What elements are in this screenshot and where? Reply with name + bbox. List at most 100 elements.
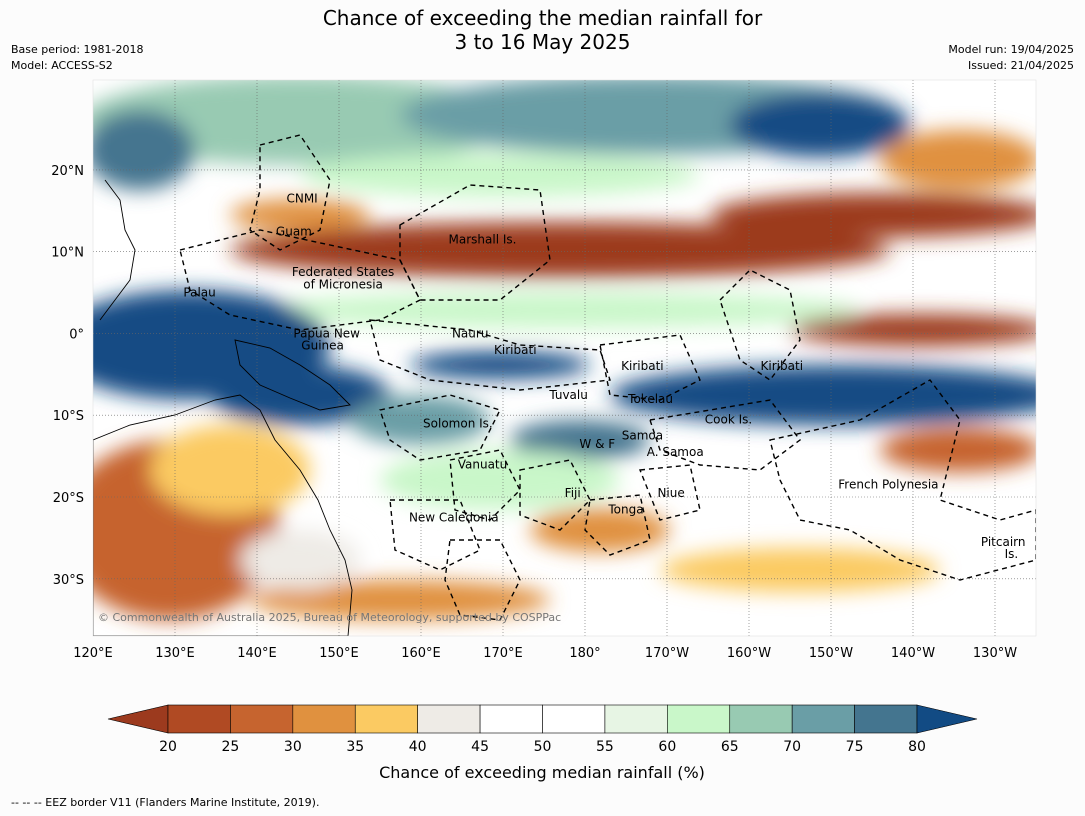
field-north-green: [93, 80, 520, 165]
eez-marshall: [399, 184, 551, 301]
colorbar-tick: 30: [284, 739, 302, 755]
place-label: Niue: [657, 486, 684, 500]
field-northwest-blue: [93, 110, 195, 190]
philippines-coastline: [99, 179, 136, 321]
eez-solomon: [379, 394, 501, 461]
colorbar-tick: 50: [534, 739, 552, 755]
map-title-line2: 3 to 16 May 2025: [454, 30, 631, 54]
lon-label: 160°E: [401, 646, 441, 661]
colorbar-tick: 20: [159, 739, 177, 755]
rainfall-field: [93, 80, 1036, 620]
field-dry-band-west: [230, 199, 370, 231]
field-wet-solomon: [350, 395, 490, 445]
place-label: Pitcairn: [981, 535, 1026, 549]
colorbar-segment: [667, 704, 731, 734]
lat-label: 20°N: [51, 164, 84, 179]
eez-fsm: [179, 229, 421, 331]
field-dry-band-ne: [710, 193, 1036, 237]
eez-cnmi: [249, 134, 331, 251]
eez-french-polynesia: [769, 379, 1036, 581]
colorbar-segment: [230, 704, 294, 734]
field-dry-band-north: [230, 222, 890, 278]
place-label: of Micronesia: [303, 277, 383, 291]
colorbar-extend-high: [916, 704, 978, 734]
place-label: Is.: [1005, 547, 1019, 561]
field-wet-kiribati: [410, 351, 590, 379]
colorbar-segment: [354, 704, 418, 734]
lat-label: 10°N: [51, 246, 84, 261]
map-title-line1: Chance of exceeding the median rainfall …: [322, 6, 763, 30]
eez-borders: [179, 134, 1036, 621]
lon-label: 140°E: [237, 646, 277, 661]
colorbar-segment: [479, 704, 543, 734]
colorbar-tick: 45: [471, 739, 489, 755]
place-label: Guinea: [301, 339, 344, 353]
field-south-grey: [240, 530, 360, 590]
colorbar-segment: [292, 704, 356, 734]
lat-label: 30°S: [53, 573, 84, 588]
place-label: Kiribati: [494, 343, 536, 357]
place-label: Nauru: [452, 326, 488, 340]
lat-label: 20°S: [53, 491, 84, 506]
lon-label: 130°E: [155, 646, 195, 661]
place-label: W & F: [579, 437, 615, 451]
colorbar-extend-low: [107, 704, 169, 734]
place-label: Cook Is.: [705, 412, 752, 426]
colorbar-tick: 40: [409, 739, 427, 755]
colorbar-segment: [604, 704, 668, 734]
meta-left: Base period: 1981-2018 Model: ACCESS-S2: [11, 42, 143, 74]
colorbar-tick: 65: [721, 739, 739, 755]
field-south-green: [380, 450, 620, 510]
eez-tonga: [584, 494, 651, 556]
colorbar-title: Chance of exceeding median rainfall (%): [379, 763, 705, 782]
eez-kiribati-west: [369, 319, 611, 391]
copyright-notice: © Commonwealth of Australia 2025, Bureau…: [98, 611, 561, 624]
field-wet-tuvalu: [510, 420, 650, 460]
lon-label: 130°W: [973, 646, 1017, 661]
colorbar-tick: 60: [658, 739, 676, 755]
lon-label: 180°: [569, 646, 600, 661]
field-north-blue: [730, 93, 910, 157]
latitude-labels: 20°N 10°N 0° 10°S 20°S 30°S: [51, 164, 84, 588]
place-label: Papua New: [293, 326, 360, 340]
place-label: Marshall Is.: [449, 232, 517, 246]
place-label: A. Samoa: [647, 445, 704, 459]
place-label: Kiribati: [621, 359, 663, 373]
eez-footnote: -- -- -- EEZ border V11 (Flanders Marine…: [11, 796, 320, 809]
place-label: Palau: [183, 286, 215, 300]
field-south-yellow: [660, 548, 940, 592]
field-north-lightgreen: [300, 153, 700, 197]
longitude-labels: 120°E 130°E 140°E 150°E 160°E 170°E 180° 170°W 1…: [73, 646, 1017, 661]
colorbar-tick: 55: [596, 739, 614, 755]
colorbar-segment: [417, 704, 481, 734]
field-northeast-orange: [880, 130, 1036, 190]
colorbar-segment: [167, 704, 231, 734]
place-label: Tonga: [607, 502, 643, 516]
eez-vanuatu: [449, 449, 521, 521]
lon-label: 150°W: [809, 646, 853, 661]
lon-label: 170°E: [483, 646, 523, 661]
place-label: Samoa: [622, 429, 663, 443]
place-label: Guam: [276, 224, 312, 238]
model-name: Model: ACCESS-S2: [11, 59, 113, 72]
place-label: New Caledonia: [409, 510, 499, 524]
place-label: CNMI: [286, 192, 317, 206]
eez-norfolk: [444, 539, 521, 621]
place-label: Kiribati: [761, 359, 803, 373]
issued-date: Issued: 21/04/2025: [967, 59, 1074, 72]
colorbar: 20 25 30 35 40 45 50 55 60 65 70 75 80: [107, 704, 978, 755]
place-label: Vanuatu: [458, 457, 508, 471]
colorbar-segment: [542, 704, 606, 734]
lon-label: 160°W: [727, 646, 771, 661]
meta-right: Model run: 19/04/2025 Issued: 21/04/2025: [948, 42, 1074, 74]
australia-coastline: [93, 394, 353, 636]
field-dry-equator-east: [790, 314, 1036, 346]
eez-cook: [649, 399, 801, 471]
colorbar-segment: [729, 704, 793, 734]
colorbar-segment: [791, 704, 855, 734]
place-label: Federated States: [292, 265, 394, 279]
lon-label: 140°W: [891, 646, 935, 661]
